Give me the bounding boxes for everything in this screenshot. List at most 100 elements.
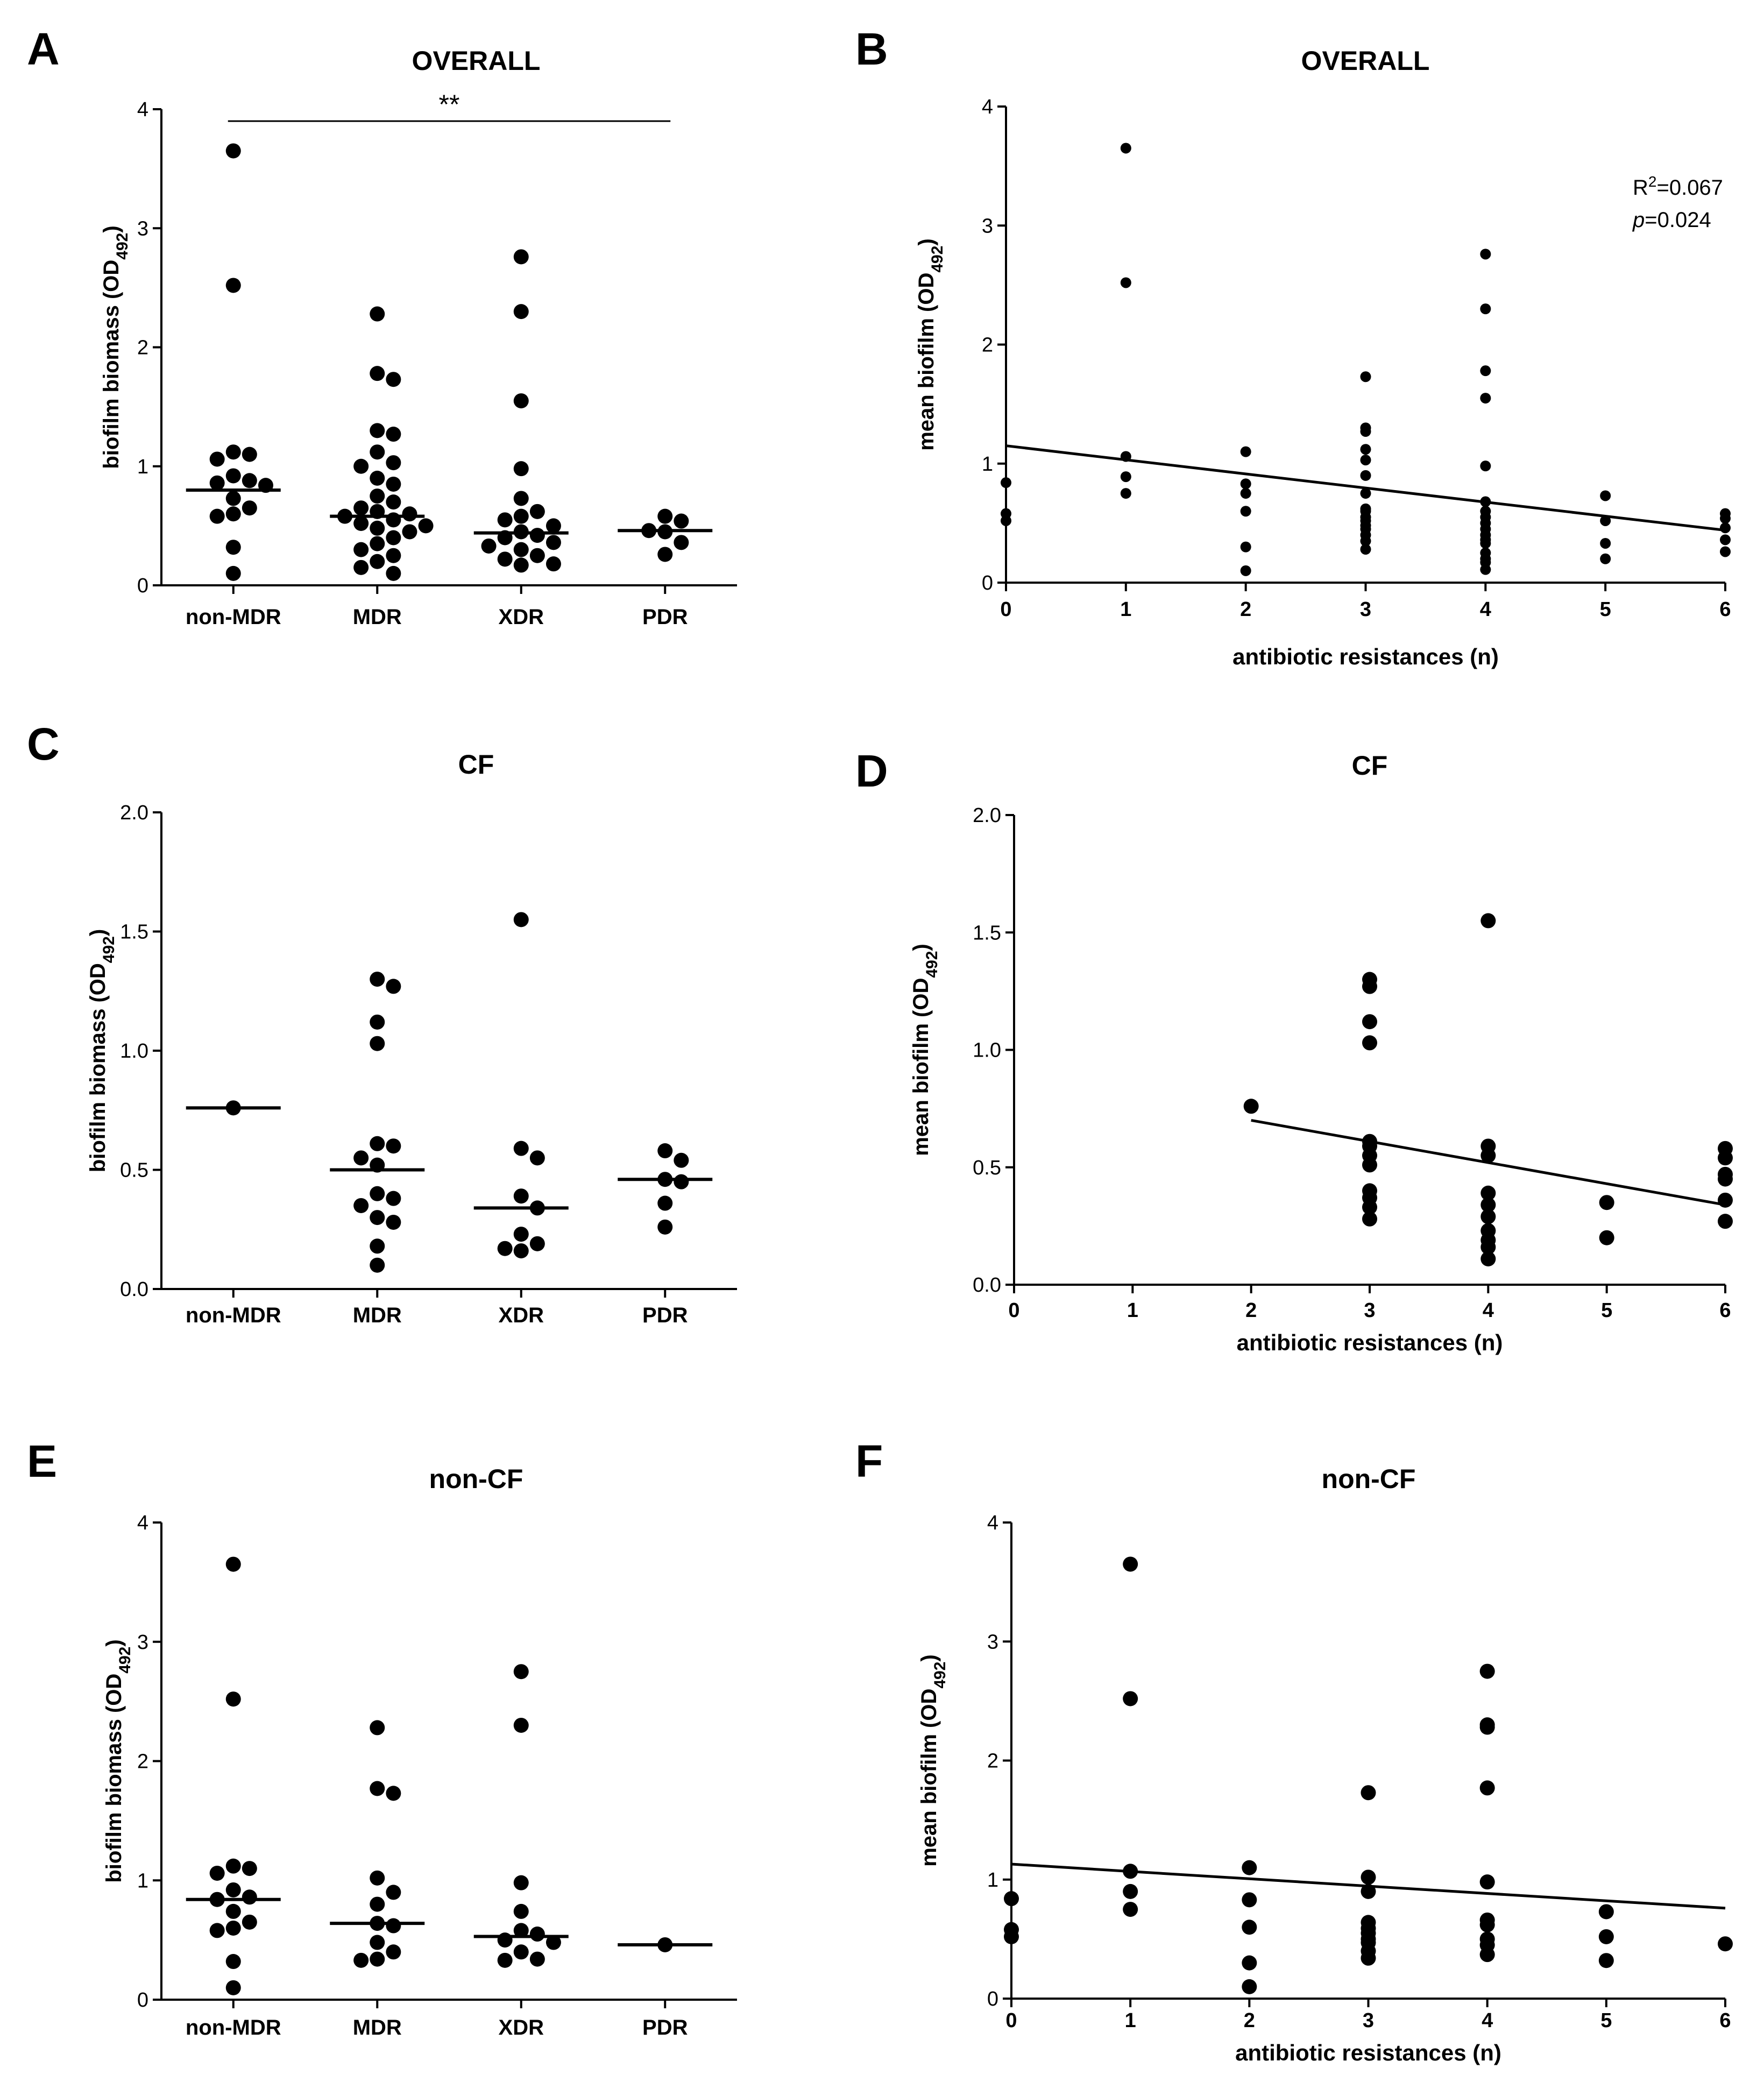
data-point [225, 1858, 241, 1874]
x-tick-label: 1 [1127, 1299, 1138, 1322]
y-tick-label: 1.0 [973, 1039, 1001, 1062]
y-tick-label: 4 [982, 96, 993, 118]
data-point [529, 528, 545, 543]
data-point [370, 470, 385, 486]
data-point [1361, 1950, 1376, 1966]
data-point [370, 1720, 385, 1736]
x-tick-label: 5 [1600, 598, 1611, 621]
data-point [1362, 1199, 1377, 1215]
data-point [353, 542, 369, 557]
data-point [386, 530, 401, 546]
data-point [1480, 1185, 1496, 1201]
r-squared-label: R2=0.067 [1633, 173, 1723, 200]
y-tick-label: 1 [982, 453, 993, 476]
data-point [353, 1952, 369, 1968]
category-label: MDR [353, 1304, 402, 1327]
data-point [1598, 1904, 1614, 1920]
data-point [674, 513, 689, 529]
data-point [513, 557, 529, 573]
data-point [657, 1143, 673, 1159]
y-axis-label: biofilm biomass (OD492) [86, 929, 118, 1172]
data-point [657, 547, 673, 562]
data-point [513, 1875, 529, 1890]
panel-letter: A [27, 24, 60, 74]
data-point [1480, 249, 1491, 260]
data-point [370, 1210, 385, 1226]
chart-title: non-CF [1322, 1464, 1416, 1494]
data-point [1479, 1947, 1495, 1963]
data-point [513, 1141, 529, 1156]
y-tick-label: 2.0 [973, 804, 1001, 827]
category-label: PDR [642, 605, 688, 629]
data-point [1123, 1883, 1138, 1899]
data-point [1718, 1171, 1733, 1187]
data-point [674, 1152, 689, 1168]
data-point [1242, 1860, 1257, 1875]
data-point [353, 500, 369, 516]
data-point [513, 1188, 529, 1204]
data-point [386, 565, 401, 581]
data-point [1362, 1014, 1377, 1030]
panel-B: B OVERALL 0 1 2 3 4 mean biofilm (OD492) 0 1 2 3 4 5 6… [855, 24, 1731, 669]
data-point [546, 535, 561, 550]
data-point [370, 1257, 385, 1273]
data-point [497, 1932, 513, 1948]
data-point [1361, 1883, 1376, 1899]
data-point [225, 143, 241, 159]
panel-letter: C [27, 719, 60, 769]
data-point [546, 518, 561, 534]
panel-letter: F [855, 1436, 883, 1486]
data-point [386, 372, 401, 387]
data-point [386, 427, 401, 442]
data-point [386, 1786, 401, 1801]
x-tick-label: 1 [1125, 2009, 1136, 2032]
data-point [370, 536, 385, 551]
data-point [1480, 913, 1496, 929]
panel-A: A OVERALL 0 1 2 3 4 biofilm biomass (OD492) non-… [27, 24, 737, 629]
y-tick-label: 3 [137, 217, 148, 240]
data-point [1480, 564, 1491, 575]
data-point [1123, 1902, 1138, 1917]
data-point [209, 508, 225, 524]
data-point [513, 1944, 529, 1960]
data-point [513, 491, 529, 506]
x-tick-label: 1 [1120, 598, 1131, 621]
data-point [418, 518, 434, 534]
data-point [497, 1241, 513, 1256]
data-point [529, 1236, 545, 1251]
category-label: PDR [642, 2016, 688, 2039]
y-tick-label: 0.5 [120, 1159, 148, 1182]
data-point [225, 1980, 241, 1995]
x-axis-label: antibiotic resistances (n) [1232, 644, 1499, 669]
data-point [370, 554, 385, 569]
y-axis-label: biofilm biomass (OD492) [102, 1639, 134, 1882]
data-point [674, 535, 689, 550]
chart-title: CF [1352, 750, 1388, 781]
data-point [1479, 1719, 1495, 1735]
data-point [513, 1664, 529, 1680]
y-axis-label: mean biofilm (OD492) [909, 944, 941, 1156]
data-point [529, 548, 545, 563]
data-point [1120, 488, 1131, 499]
data-point [1360, 488, 1371, 499]
y-tick-label: 0.0 [120, 1278, 148, 1301]
y-tick-label: 3 [137, 1631, 148, 1654]
data-point [529, 504, 545, 519]
data-point [370, 972, 385, 987]
y-tick-label: 0 [137, 1989, 148, 2012]
panel-letter: B [855, 24, 888, 74]
data-point [242, 1914, 257, 1930]
regression-line [1011, 1862, 1726, 1910]
data-point [242, 1861, 257, 1876]
regression-line [1251, 1118, 1726, 1207]
x-tick-label: 0 [1008, 1299, 1019, 1322]
data-point [1599, 1230, 1614, 1245]
x-tick-label: 2 [1244, 2009, 1255, 2032]
data-point [370, 1935, 385, 1950]
data-point [386, 979, 401, 994]
data-point [1600, 537, 1611, 549]
data-point [497, 512, 513, 528]
data-point [513, 1243, 529, 1259]
